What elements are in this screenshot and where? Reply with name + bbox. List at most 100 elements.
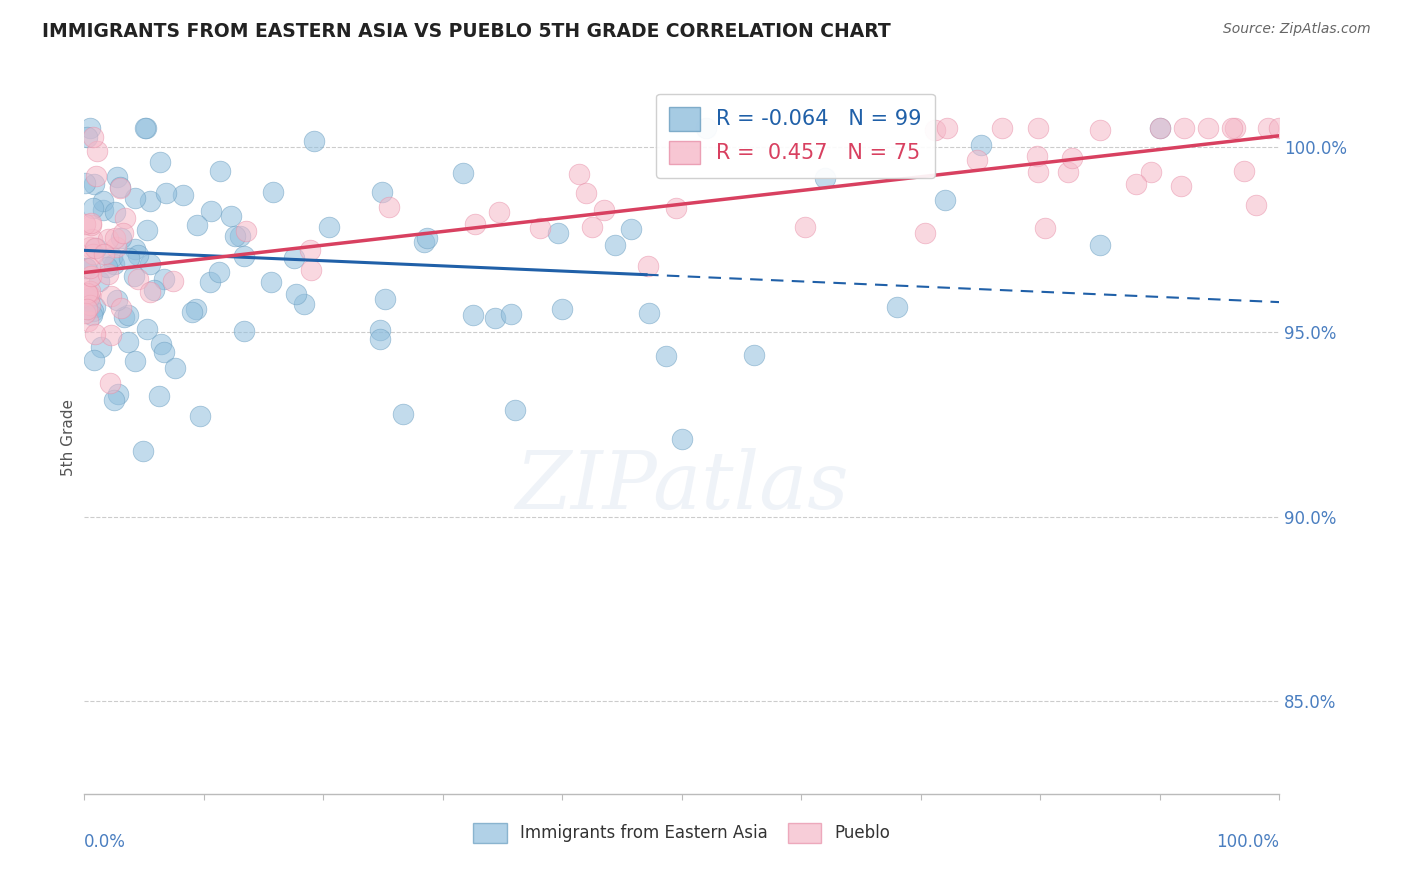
Point [79,240,101,254]
Point [82,304,104,318]
Point [79,284,101,298]
Point [1170,178,1192,193]
Point [75,217,97,231]
Point [208,164,231,178]
Point [1197,121,1219,136]
Point [592,202,614,217]
Text: ZIPatlas: ZIPatlas [515,449,849,525]
Point [1033,221,1056,235]
Point [1223,121,1246,136]
Point [82,247,104,261]
Point [671,432,693,446]
Point [124,242,146,256]
Point [370,323,392,337]
Point [127,248,149,262]
Point [200,204,222,219]
Point [934,193,956,207]
Point [105,293,128,308]
Point [284,286,307,301]
Point [79,260,101,275]
Point [91,194,114,209]
Point [107,387,129,401]
Point [581,220,603,235]
Point [108,180,131,194]
Point [114,310,136,325]
Point [103,257,125,271]
Point [80,218,103,232]
Point [463,308,485,322]
Point [97,267,120,281]
Point [620,221,643,235]
Point [152,272,174,286]
Point [139,257,162,271]
Point [392,408,415,422]
Point [110,301,132,315]
Point [73,176,96,190]
Point [575,186,598,201]
Point [488,204,510,219]
Point [104,231,127,245]
Point [283,252,305,266]
Point [114,211,136,226]
Point [75,260,97,275]
Point [1149,121,1171,136]
Point [695,121,717,136]
Point [80,232,103,246]
Point [1257,121,1279,136]
Point [111,226,134,240]
Point [117,308,139,322]
Point [91,202,114,217]
Point [83,177,105,191]
Point [79,216,101,230]
Point [318,220,340,235]
Point [814,170,837,185]
Point [451,166,474,180]
Point [484,310,506,325]
Point [82,129,104,144]
Point [219,209,242,223]
Point [1244,198,1267,212]
Point [86,144,108,158]
Point [77,286,100,301]
Point [117,334,139,349]
Point [262,186,284,200]
Point [103,393,125,408]
Point [139,285,162,299]
Point [416,231,439,245]
Point [368,332,391,346]
Point [105,170,128,185]
Point [302,135,325,149]
Point [568,167,591,181]
Point [75,306,97,320]
Point [374,293,396,307]
Point [84,241,107,255]
Point [1220,121,1243,136]
Point [1125,177,1147,191]
Point [124,191,146,205]
Point [76,129,98,144]
Point [501,307,523,321]
Point [503,402,526,417]
Point [1268,121,1291,136]
Point [1026,165,1049,179]
Point [162,274,184,288]
Point [87,275,110,289]
Point [82,308,104,322]
Point [966,153,988,167]
Point [181,305,204,319]
Point [970,138,993,153]
Point [143,283,166,297]
Point [93,247,115,261]
Point [76,301,98,316]
Point [97,232,120,246]
Point [155,186,177,200]
Point [135,223,157,237]
Legend: Immigrants from Eastern Asia, Pueblo: Immigrants from Eastern Asia, Pueblo [467,816,897,850]
Point [122,269,145,284]
Point [638,305,661,319]
Point [139,194,162,209]
Point [886,300,908,314]
Point [108,179,131,194]
Point [551,301,574,316]
Point [794,220,817,235]
